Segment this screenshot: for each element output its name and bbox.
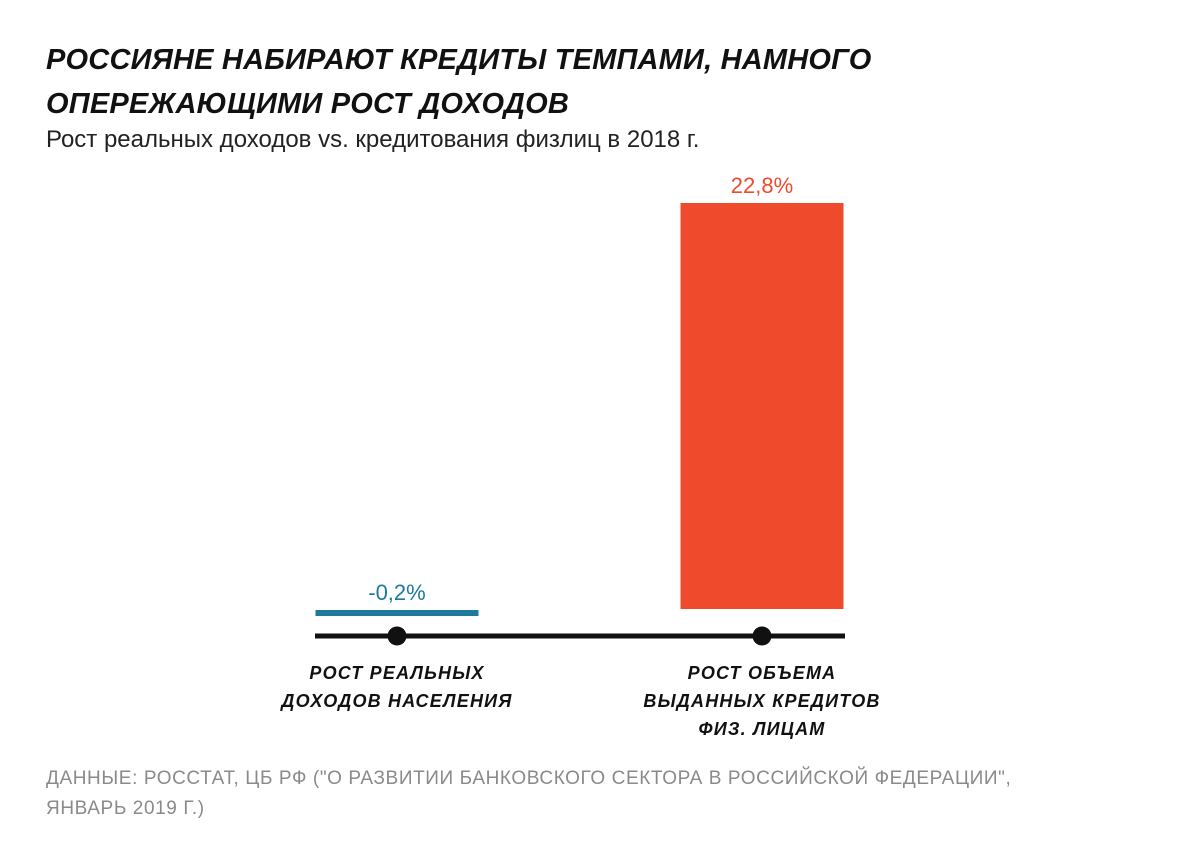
axis-tick-dot-2 — [752, 626, 772, 646]
category-label-1-line-1: РОСТ РЕАЛЬНЫХ — [309, 663, 484, 683]
data-source-line-2: ЯНВАРЬ 2019 Г.) — [46, 798, 205, 819]
chart-subtitle: Рост реальных доходов vs. кредитования ф… — [46, 126, 700, 153]
category-label-1-line-2: ДОХОДОВ НАСЕЛЕНИЯ — [279, 691, 512, 711]
bar-1 — [315, 610, 479, 616]
data-source-line-1: ДАННЫЕ: РОССТАТ, ЦБ РФ ("О РАЗВИТИИ БАНК… — [46, 768, 1012, 789]
axis-tick-dot-1 — [387, 626, 407, 646]
chart-title: РОССИЯНЕ НАБИРАЮТ КРЕДИТЫ ТЕМПАМИ, НАМНО… — [46, 38, 1046, 126]
chart-title-line-2: ОПЕРЕЖАЮЩИМИ РОСТ ДОХОДОВ — [46, 88, 569, 120]
bar-2 — [680, 203, 844, 609]
category-label-2-line-1: РОСТ ОБЪЕМА — [688, 663, 837, 683]
data-label-1: -0,2% — [368, 580, 425, 605]
chart-title-line-1: РОССИЯНЕ НАБИРАЮТ КРЕДИТЫ ТЕМПАМИ, НАМНО… — [46, 44, 872, 76]
data-source-note: ДАННЫЕ: РОССТАТ, ЦБ РФ ("О РАЗВИТИИ БАНК… — [46, 764, 1166, 824]
category-label-2-line-3: ФИЗ. ЛИЦАМ — [699, 719, 826, 739]
category-label-2-line-2: ВЫДАННЫХ КРЕДИТОВ — [643, 691, 880, 711]
data-label-2: 22,8% — [731, 173, 793, 198]
